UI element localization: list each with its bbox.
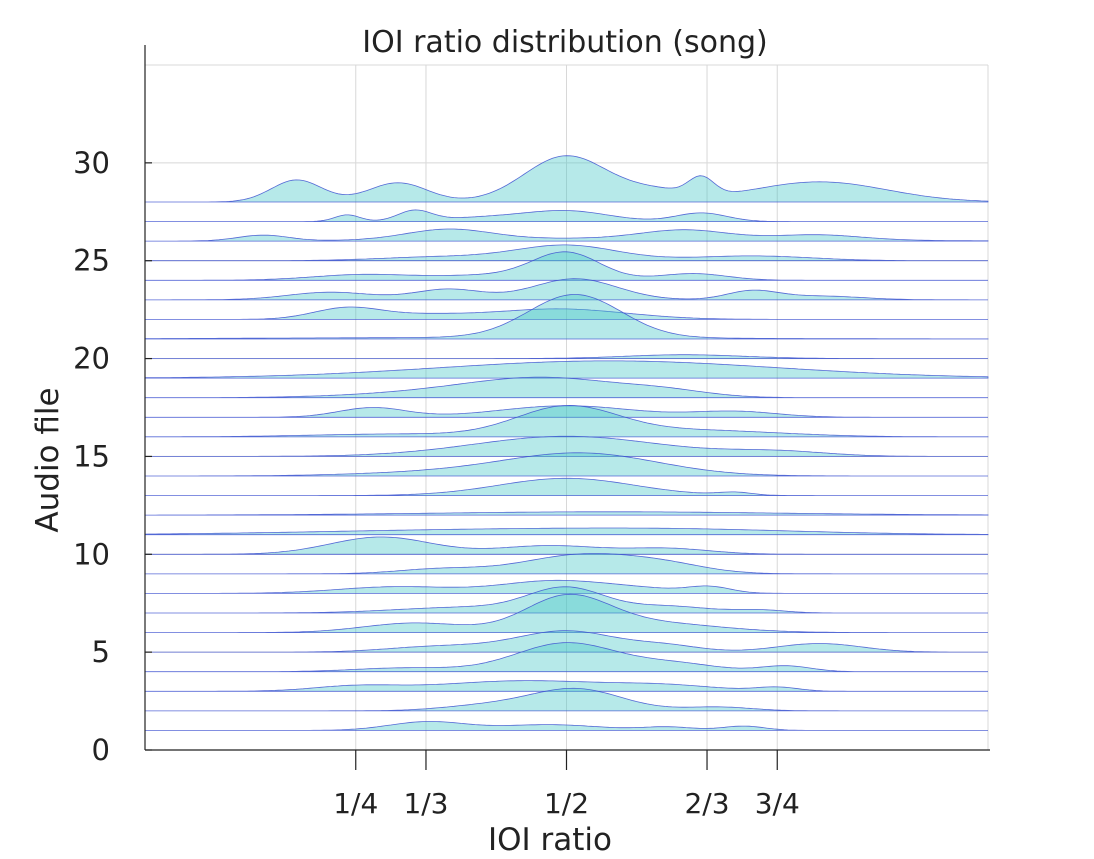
ridge-file-28 bbox=[145, 155, 989, 203]
x-tick-label: 1/4 bbox=[333, 787, 378, 820]
y-tick-label: 10 bbox=[73, 537, 110, 571]
y-tick-label: 15 bbox=[73, 439, 110, 473]
ridge-file-25 bbox=[145, 244, 988, 262]
ridge-file-11 bbox=[144, 527, 989, 536]
ridge-file-7 bbox=[145, 586, 988, 614]
ridge-file-18 bbox=[145, 376, 988, 399]
ridge-file-21 bbox=[144, 294, 989, 340]
x-tick-label: 3/4 bbox=[755, 787, 800, 820]
ridge-file-27 bbox=[145, 209, 988, 222]
ridge-file-2 bbox=[145, 687, 988, 712]
ridges bbox=[144, 155, 989, 731]
x-axis-label: IOI ratio bbox=[488, 822, 612, 858]
ridge-file-22 bbox=[145, 306, 988, 320]
x-tick-label: 1/2 bbox=[544, 787, 589, 820]
ridge-file-14 bbox=[145, 452, 988, 477]
ridge-file-1 bbox=[145, 721, 988, 731]
ridge-file-20 bbox=[145, 354, 988, 359]
chart-title: IOI ratio distribution (song) bbox=[362, 25, 768, 60]
ridge-file-9 bbox=[145, 553, 988, 575]
x-tick-label: 2/3 bbox=[684, 787, 729, 820]
y-tick-label: 5 bbox=[92, 635, 110, 669]
ridge-file-26 bbox=[145, 228, 989, 242]
ridge-file-10 bbox=[145, 536, 988, 555]
y-axis-label: Audio file bbox=[30, 387, 66, 532]
ridge-file-4 bbox=[145, 642, 988, 673]
ridge-file-5 bbox=[145, 630, 988, 653]
ridge-file-23 bbox=[145, 278, 988, 301]
y-tick-label: 25 bbox=[73, 244, 110, 278]
ridge-file-19 bbox=[144, 360, 989, 379]
axes: 0 5 10 15 20 25 30 1/4 1/3 1/2 2/3 3/4 bbox=[73, 45, 990, 820]
x-tick-label: 1/3 bbox=[403, 787, 448, 820]
ridge-file-6 bbox=[145, 593, 988, 633]
ridge-file-15 bbox=[145, 435, 988, 457]
ridge-file-13 bbox=[145, 477, 988, 496]
y-tick-label: 0 bbox=[92, 733, 110, 767]
ridge-file-16 bbox=[144, 404, 989, 438]
ridge-file-12 bbox=[145, 511, 989, 516]
ridge-file-24 bbox=[145, 251, 988, 281]
ridge-file-3 bbox=[145, 680, 988, 692]
y-tick-label: 30 bbox=[73, 146, 110, 180]
y-tick-label: 20 bbox=[73, 342, 110, 376]
